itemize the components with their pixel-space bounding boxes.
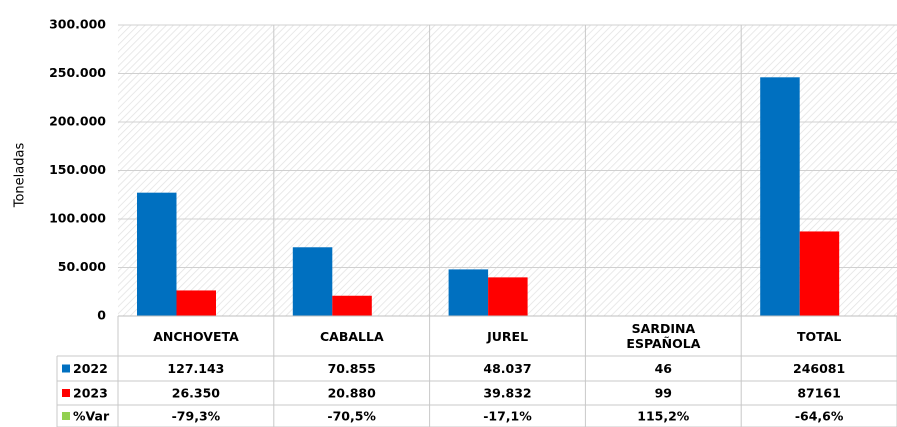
- bar: [488, 277, 528, 316]
- legend-label: 2022: [73, 361, 108, 376]
- y-tick-label: 200.000: [49, 114, 106, 129]
- category-cell: TOTAL: [741, 316, 897, 356]
- y-tick-label: 100.000: [49, 211, 106, 226]
- x-tick-label: SARDINA ESPAÑOLA: [626, 321, 701, 351]
- bar: [137, 192, 177, 316]
- legend-swatch: [62, 364, 70, 373]
- data-label: -79,3%: [172, 409, 221, 424]
- legend-label: 2023: [73, 386, 108, 401]
- category-cell: SARDINA ESPAÑOLA: [585, 316, 741, 356]
- category-cell: ANCHOVETA: [118, 316, 274, 356]
- data-label: 48.037: [483, 361, 531, 376]
- data-label: 246081: [793, 361, 845, 376]
- data-label: -17,1%: [483, 409, 532, 424]
- data-label: 115,2%: [637, 409, 690, 424]
- bar: [760, 77, 800, 317]
- data-label: -70,5%: [327, 409, 376, 424]
- y-tick-label: 0: [97, 308, 106, 323]
- data-label: 39.832: [483, 386, 531, 401]
- bar: [176, 290, 216, 316]
- bar: [332, 295, 372, 316]
- x-tick-label: JUREL: [487, 328, 529, 344]
- category-cell: JUREL: [430, 316, 586, 356]
- data-label: 99: [655, 386, 672, 401]
- data-label: 70.855: [328, 361, 376, 376]
- data-label: 46: [655, 361, 673, 376]
- data-label: 20.880: [328, 386, 377, 401]
- bar: [448, 269, 489, 316]
- y-tick-label: 300.000: [49, 17, 106, 32]
- legend-swatch: [62, 389, 70, 397]
- y-tick-label: 250.000: [49, 65, 106, 80]
- x-tick-label: ANCHOVETA: [153, 328, 239, 344]
- y-tick-label: 150.000: [49, 162, 106, 177]
- legend-label: %Var: [73, 409, 110, 424]
- y-tick-label: 50.000: [58, 259, 107, 274]
- legend-swatch: [62, 412, 70, 420]
- bar: [292, 247, 333, 316]
- data-label: 127.143: [167, 361, 224, 376]
- x-tick-label: TOTAL: [797, 328, 842, 344]
- data-label: -64,6%: [795, 409, 844, 424]
- category-cell: CABALLA: [274, 316, 430, 356]
- data-label: 26.350: [172, 386, 221, 401]
- data-label: 87161: [797, 386, 841, 401]
- x-tick-label: CABALLA: [319, 328, 384, 344]
- bar: [799, 231, 840, 316]
- y-axis-label: Toneladas: [13, 143, 28, 209]
